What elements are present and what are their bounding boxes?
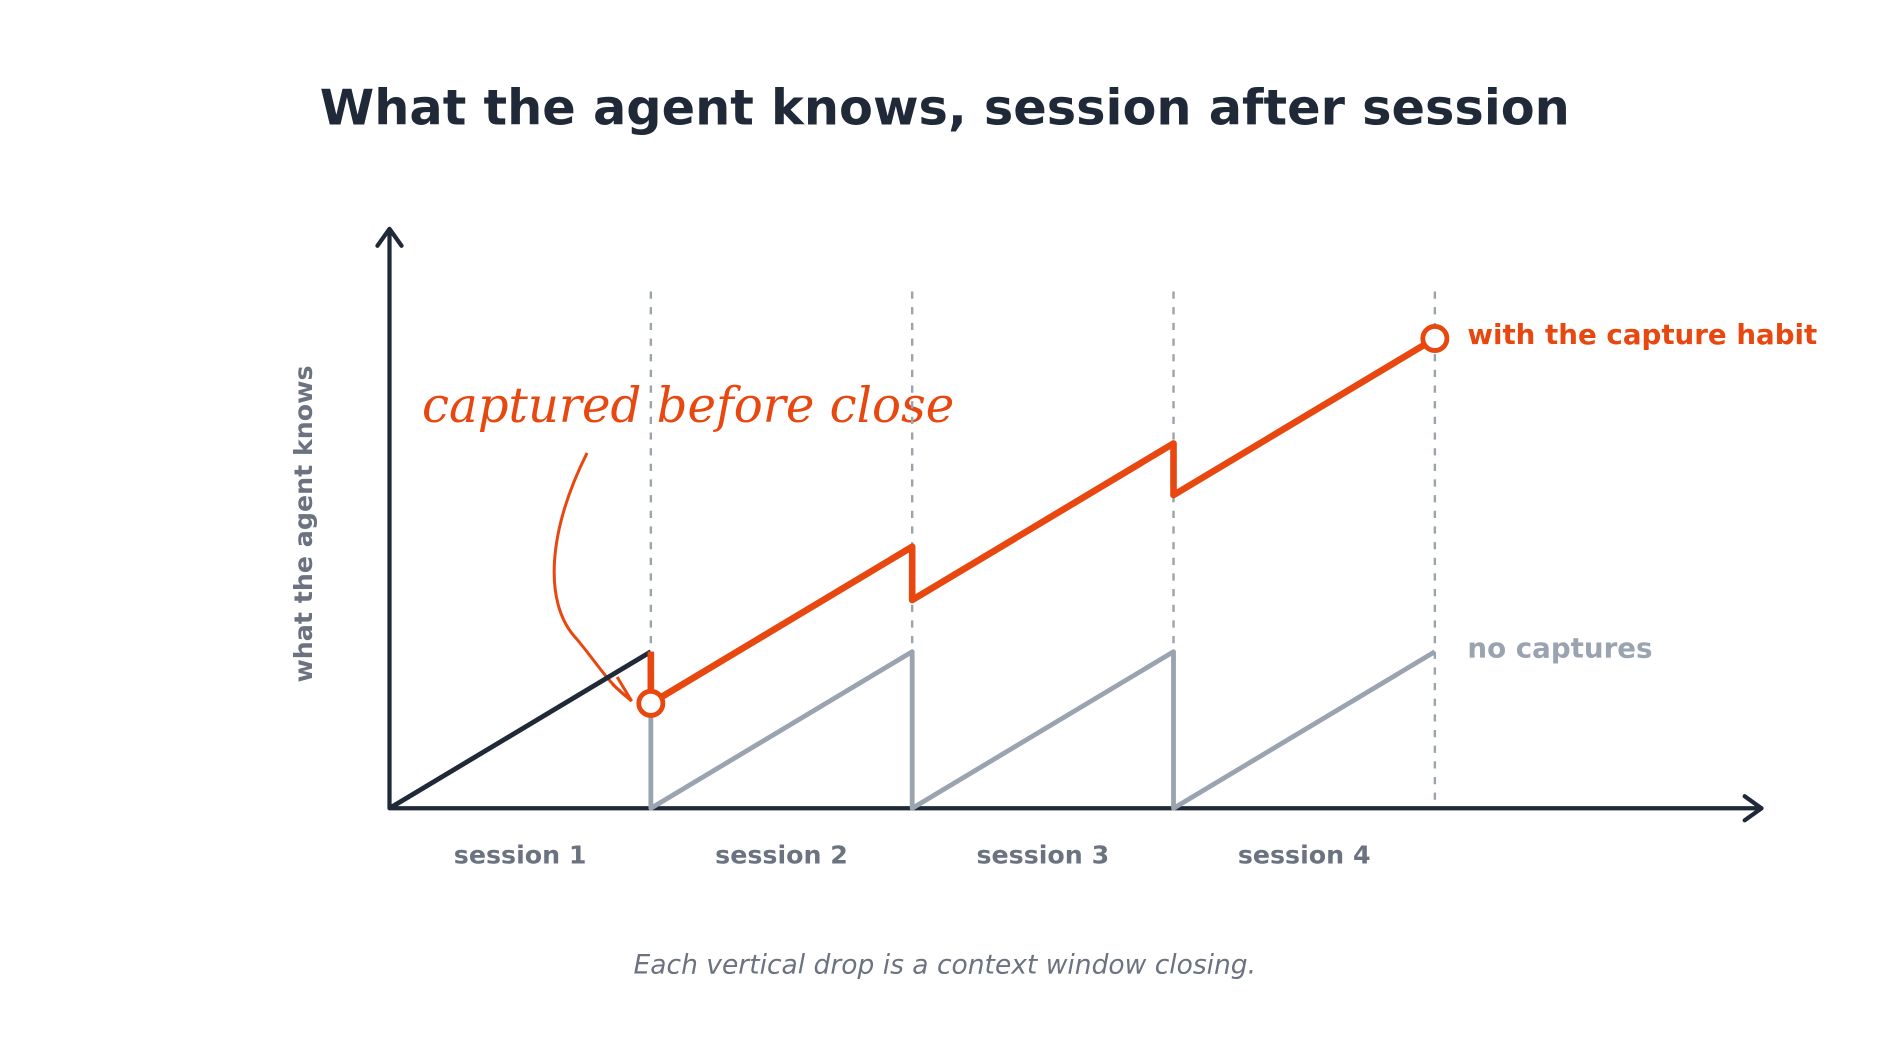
series-line xyxy=(388,649,653,811)
x-tick-label: session 2 xyxy=(715,840,848,869)
x-tick-label: session 1 xyxy=(454,840,587,869)
x-tick-label: session 4 xyxy=(1238,840,1371,869)
annotation-arrowhead xyxy=(611,676,633,703)
caption: Each vertical drop is a context window c… xyxy=(634,950,1257,981)
chart-title: What the agent knows, session after sess… xyxy=(320,78,1570,136)
x-tick-label: session 3 xyxy=(976,840,1109,869)
point-marker xyxy=(1420,324,1450,353)
annotation: captured before close xyxy=(422,378,954,434)
series-label: with the capture habit xyxy=(1467,318,1817,351)
y-axis-label: what the agent knows xyxy=(289,365,318,682)
series-line xyxy=(648,649,1437,811)
point-marker xyxy=(636,688,666,718)
axes xyxy=(375,226,1764,823)
annotation-arrow xyxy=(552,452,631,700)
series-label: no captures xyxy=(1467,631,1652,664)
